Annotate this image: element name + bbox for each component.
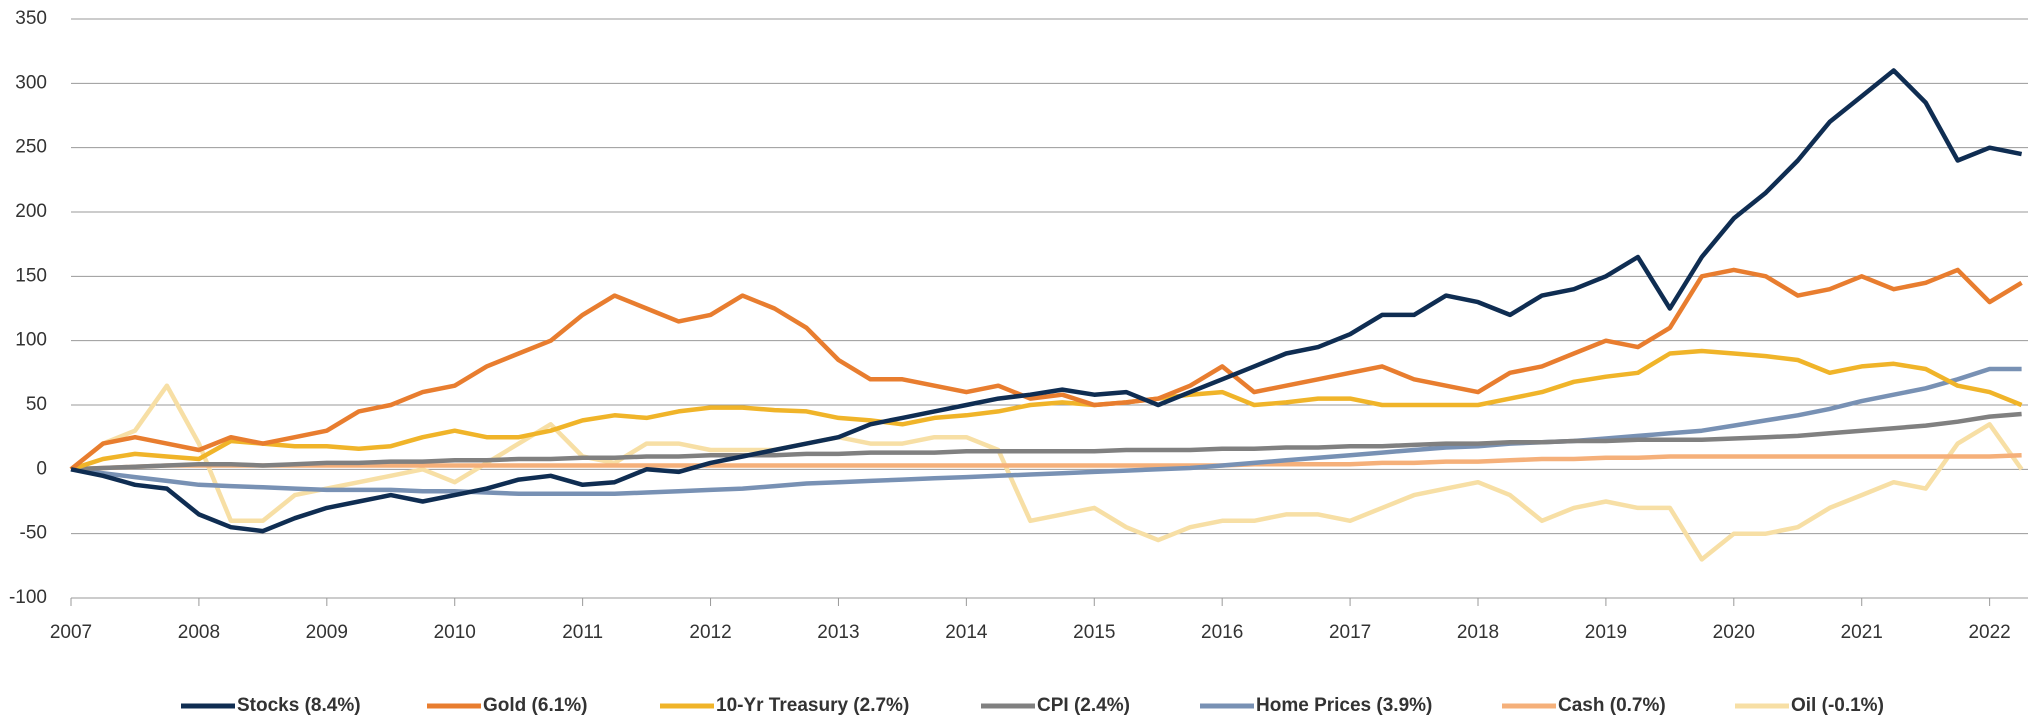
y-tick-label: 300 [15, 72, 47, 93]
y-tick-label: 50 [26, 394, 47, 415]
series-line [69, 267, 2023, 472]
x-tick-label: 2021 [1841, 622, 1883, 643]
x-tick-label: 2017 [1329, 622, 1371, 643]
legend-label: Home Prices (3.9%) [1256, 695, 1432, 716]
legend-label: Stocks (8.4%) [237, 695, 361, 716]
x-tick-label: 2014 [945, 622, 988, 643]
y-tick-label: 200 [15, 201, 47, 222]
y-tick-label: 350 [15, 8, 47, 29]
series-line [70, 348, 2023, 472]
y-tick-label: 100 [15, 330, 47, 351]
y-tick-label: 0 [36, 458, 47, 479]
legend-label: 10-Yr Treasury (2.7%) [716, 695, 909, 716]
legend-label: Oil (-0.1%) [1791, 695, 1884, 716]
x-tick-label: 2011 [562, 622, 603, 643]
series-line [70, 411, 2022, 472]
x-tick-label: 2010 [434, 622, 476, 643]
y-tick-label: -100 [9, 587, 47, 608]
x-tick-label: 2022 [1968, 622, 2010, 643]
x-tick-label: 2018 [1457, 622, 1499, 643]
legend-label: Gold (6.1%) [483, 695, 588, 716]
x-tick-label: 2008 [178, 622, 220, 643]
x-tick-label: 2007 [50, 622, 92, 643]
series-line [70, 366, 2022, 497]
x-tick-label: 2020 [1713, 622, 1755, 643]
y-tick-label: 150 [15, 265, 47, 286]
y-tick-label: -50 [20, 523, 47, 544]
x-tick-label: 2012 [689, 622, 731, 643]
x-tick-label: 2009 [306, 622, 348, 643]
y-tick-label: 250 [15, 137, 47, 158]
series-line [70, 68, 2023, 534]
series-line [69, 383, 2024, 562]
x-tick-label: 2013 [817, 622, 859, 643]
x-tick-label: 2019 [1585, 622, 1627, 643]
x-tick-label: 2015 [1073, 622, 1115, 643]
series-line [70, 452, 2022, 472]
legend-label: CPI (2.4%) [1037, 695, 1130, 716]
x-tick-label: 2016 [1201, 622, 1243, 643]
legend-label: Cash (0.7%) [1558, 695, 1666, 716]
